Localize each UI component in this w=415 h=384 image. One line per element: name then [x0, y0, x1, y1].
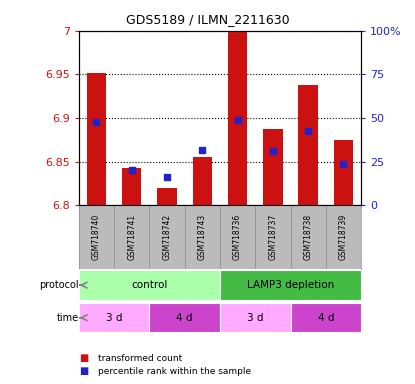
Text: GSM718743: GSM718743	[198, 214, 207, 260]
Text: 4 d: 4 d	[317, 313, 334, 323]
Text: GDS5189 / ILMN_2211630: GDS5189 / ILMN_2211630	[126, 13, 289, 26]
Bar	[220, 270, 361, 300]
Text: 4 d: 4 d	[176, 313, 193, 323]
Bar	[228, 33, 247, 205]
Bar	[263, 129, 283, 205]
Bar	[290, 303, 361, 333]
Text: GSM718738: GSM718738	[304, 214, 312, 260]
Bar	[220, 303, 290, 333]
Text: transformed count: transformed count	[98, 354, 182, 363]
Text: GSM718737: GSM718737	[269, 214, 277, 260]
Text: control: control	[131, 280, 168, 290]
Text: 3 d: 3 d	[247, 313, 264, 323]
Text: ■: ■	[79, 353, 88, 363]
Bar	[298, 85, 318, 205]
Bar	[334, 140, 353, 205]
Text: GSM718736: GSM718736	[233, 214, 242, 260]
Text: ■: ■	[79, 366, 88, 376]
Text: time: time	[57, 313, 79, 323]
Bar	[157, 188, 177, 205]
Bar	[79, 270, 220, 300]
Bar	[193, 157, 212, 205]
Text: LAMP3 depletion: LAMP3 depletion	[247, 280, 334, 290]
Text: GSM718740: GSM718740	[92, 214, 101, 260]
Bar	[79, 303, 149, 333]
Text: GSM718739: GSM718739	[339, 214, 348, 260]
Bar	[87, 73, 106, 205]
Text: protocol: protocol	[39, 280, 79, 290]
Text: 3 d: 3 d	[106, 313, 122, 323]
Text: GSM718741: GSM718741	[127, 214, 136, 260]
Bar	[122, 168, 142, 205]
Bar	[149, 303, 220, 333]
Text: percentile rank within the sample: percentile rank within the sample	[98, 367, 251, 376]
Text: GSM718742: GSM718742	[163, 214, 171, 260]
